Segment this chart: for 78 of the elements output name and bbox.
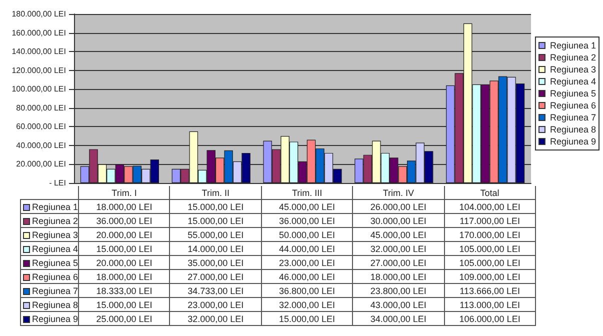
- legend-label: Regiunea 6: [550, 100, 596, 110]
- text: Regiunea 4: [550, 76, 596, 86]
- data-label: 15.000,00 LEI: [78, 242, 170, 256]
- legend-label: Regiunea 3: [20, 228, 79, 242]
- data-label: 32.000,00 LEI: [170, 312, 262, 326]
- data-label: 15.000,00 LEI: [170, 200, 262, 214]
- text: Regiunea 9: [32, 314, 78, 324]
- data-label: 105.000,00 LEI: [444, 242, 536, 256]
- text: Regiunea 8: [32, 300, 78, 310]
- data-label: 23.800,00 LEI: [352, 284, 444, 298]
- legend-label: Regiunea 4: [20, 242, 79, 256]
- y-tick-label: 40.000,00 LEI: [16, 140, 66, 150]
- data-label: 27.000,00 LEI: [170, 270, 262, 284]
- data-label: 44.000,00 LEI: [261, 242, 353, 256]
- text: Regiunea 2: [550, 52, 596, 62]
- text: Regiunea 6: [32, 272, 78, 282]
- data-label: 32.000,00 LEI: [261, 298, 353, 312]
- text: Regiunea 1: [550, 40, 596, 50]
- y-tick-label: 80.000,00 LEI: [16, 103, 66, 112]
- text: Regiunea 7: [32, 286, 78, 296]
- x-tick-label: Total: [444, 186, 536, 200]
- y-tick-label: 180.000,00 LEI: [12, 10, 66, 18]
- data-label: 26.000,00 LEI: [352, 200, 444, 214]
- data-label: 36.000,00 LEI: [78, 214, 170, 228]
- y-tick-label: 160.000,00 LEI: [12, 28, 66, 38]
- data-label: 45.000,00 LEI: [352, 228, 444, 242]
- x-tick-label: Trim. IV: [352, 186, 444, 200]
- data-label: 32.000,00 LEI: [352, 242, 444, 256]
- x-tick-label: Trim. III: [261, 186, 353, 200]
- text: Regiunea 3: [550, 64, 596, 74]
- data-label: 18.000,00 LEI: [352, 270, 444, 284]
- y-tick-label: 120.000,00 LEI: [12, 66, 66, 75]
- data-label: 20.000,00 LEI: [78, 228, 170, 242]
- data-label: 20.000,00 LEI: [78, 256, 170, 270]
- data-label: 113.666,00 LEI: [444, 284, 536, 298]
- data-label: 117.000,00 LEI: [444, 214, 536, 228]
- y-tick-label: - LEI: [49, 178, 66, 188]
- data-label: 34.000,00 LEI: [352, 312, 444, 326]
- data-label: 106.000,00 LEI: [444, 312, 536, 326]
- data-label: 113.000,00 LEI: [444, 298, 536, 312]
- data-label: 105.000,00 LEI: [444, 256, 536, 270]
- data-label: 36.800,00 LEI: [261, 284, 353, 298]
- data-label: 30.000,00 LEI: [352, 214, 444, 228]
- data-label: 25.000,00 LEI: [78, 312, 170, 326]
- data-label: 23.000,00 LEI: [261, 256, 353, 270]
- legend-label: Regiunea 8: [550, 124, 596, 134]
- data-label: 35.000,00 LEI: [170, 256, 262, 270]
- legend-label: Regiunea 9: [550, 136, 596, 146]
- legend-label: Regiunea 2: [20, 214, 79, 228]
- text: Regiunea 5: [32, 258, 78, 268]
- data-label: 15.000,00 LEI: [170, 214, 262, 228]
- legend-label: Regiunea 5: [550, 88, 596, 98]
- data-label: 36.000,00 LEI: [261, 214, 353, 228]
- x-tick-label: Trim. I: [78, 186, 170, 200]
- data-label: 15.000,00 LEI: [261, 312, 353, 326]
- data-label: 170.000,00 LEI: [444, 228, 536, 242]
- data-label: 50.000,00 LEI: [261, 228, 353, 242]
- data-label: 46.000,00 LEI: [261, 270, 353, 284]
- legend-label: Regiunea 1: [20, 200, 79, 214]
- data-label: 34.733,00 LEI: [170, 284, 262, 298]
- data-label: 18.000,00 LEI: [78, 270, 170, 284]
- y-tick-label: 20.000,00 LEI: [16, 160, 66, 169]
- y-tick-label: 100.000,00 LEI: [12, 84, 66, 94]
- data-label: 45.000,00 LEI: [261, 200, 353, 214]
- data-label: 104.000,00 LEI: [444, 200, 536, 214]
- data-label: 43.000,00 LEI: [352, 298, 444, 312]
- y-tick-label: 60.000,00 LEI: [16, 122, 66, 132]
- legend-label: Regiunea 7: [550, 112, 596, 122]
- data-label: 18.333,00 LEI: [78, 284, 170, 298]
- data-label: 14.000,00 LEI: [170, 242, 262, 256]
- data-label: 109.000,00 LEI: [444, 270, 536, 284]
- y-tick-label: 140.000,00 LEI: [12, 47, 66, 56]
- x-tick-label: Trim. II: [170, 186, 262, 200]
- data-label: 18.000,00 LEI: [78, 200, 170, 214]
- data-label: 27.000,00 LEI: [352, 256, 444, 270]
- data-label: 55.000,00 LEI: [170, 228, 262, 242]
- data-label: 23.000,00 LEI: [170, 298, 262, 312]
- data-label: 15.000,00 LEI: [78, 298, 170, 312]
